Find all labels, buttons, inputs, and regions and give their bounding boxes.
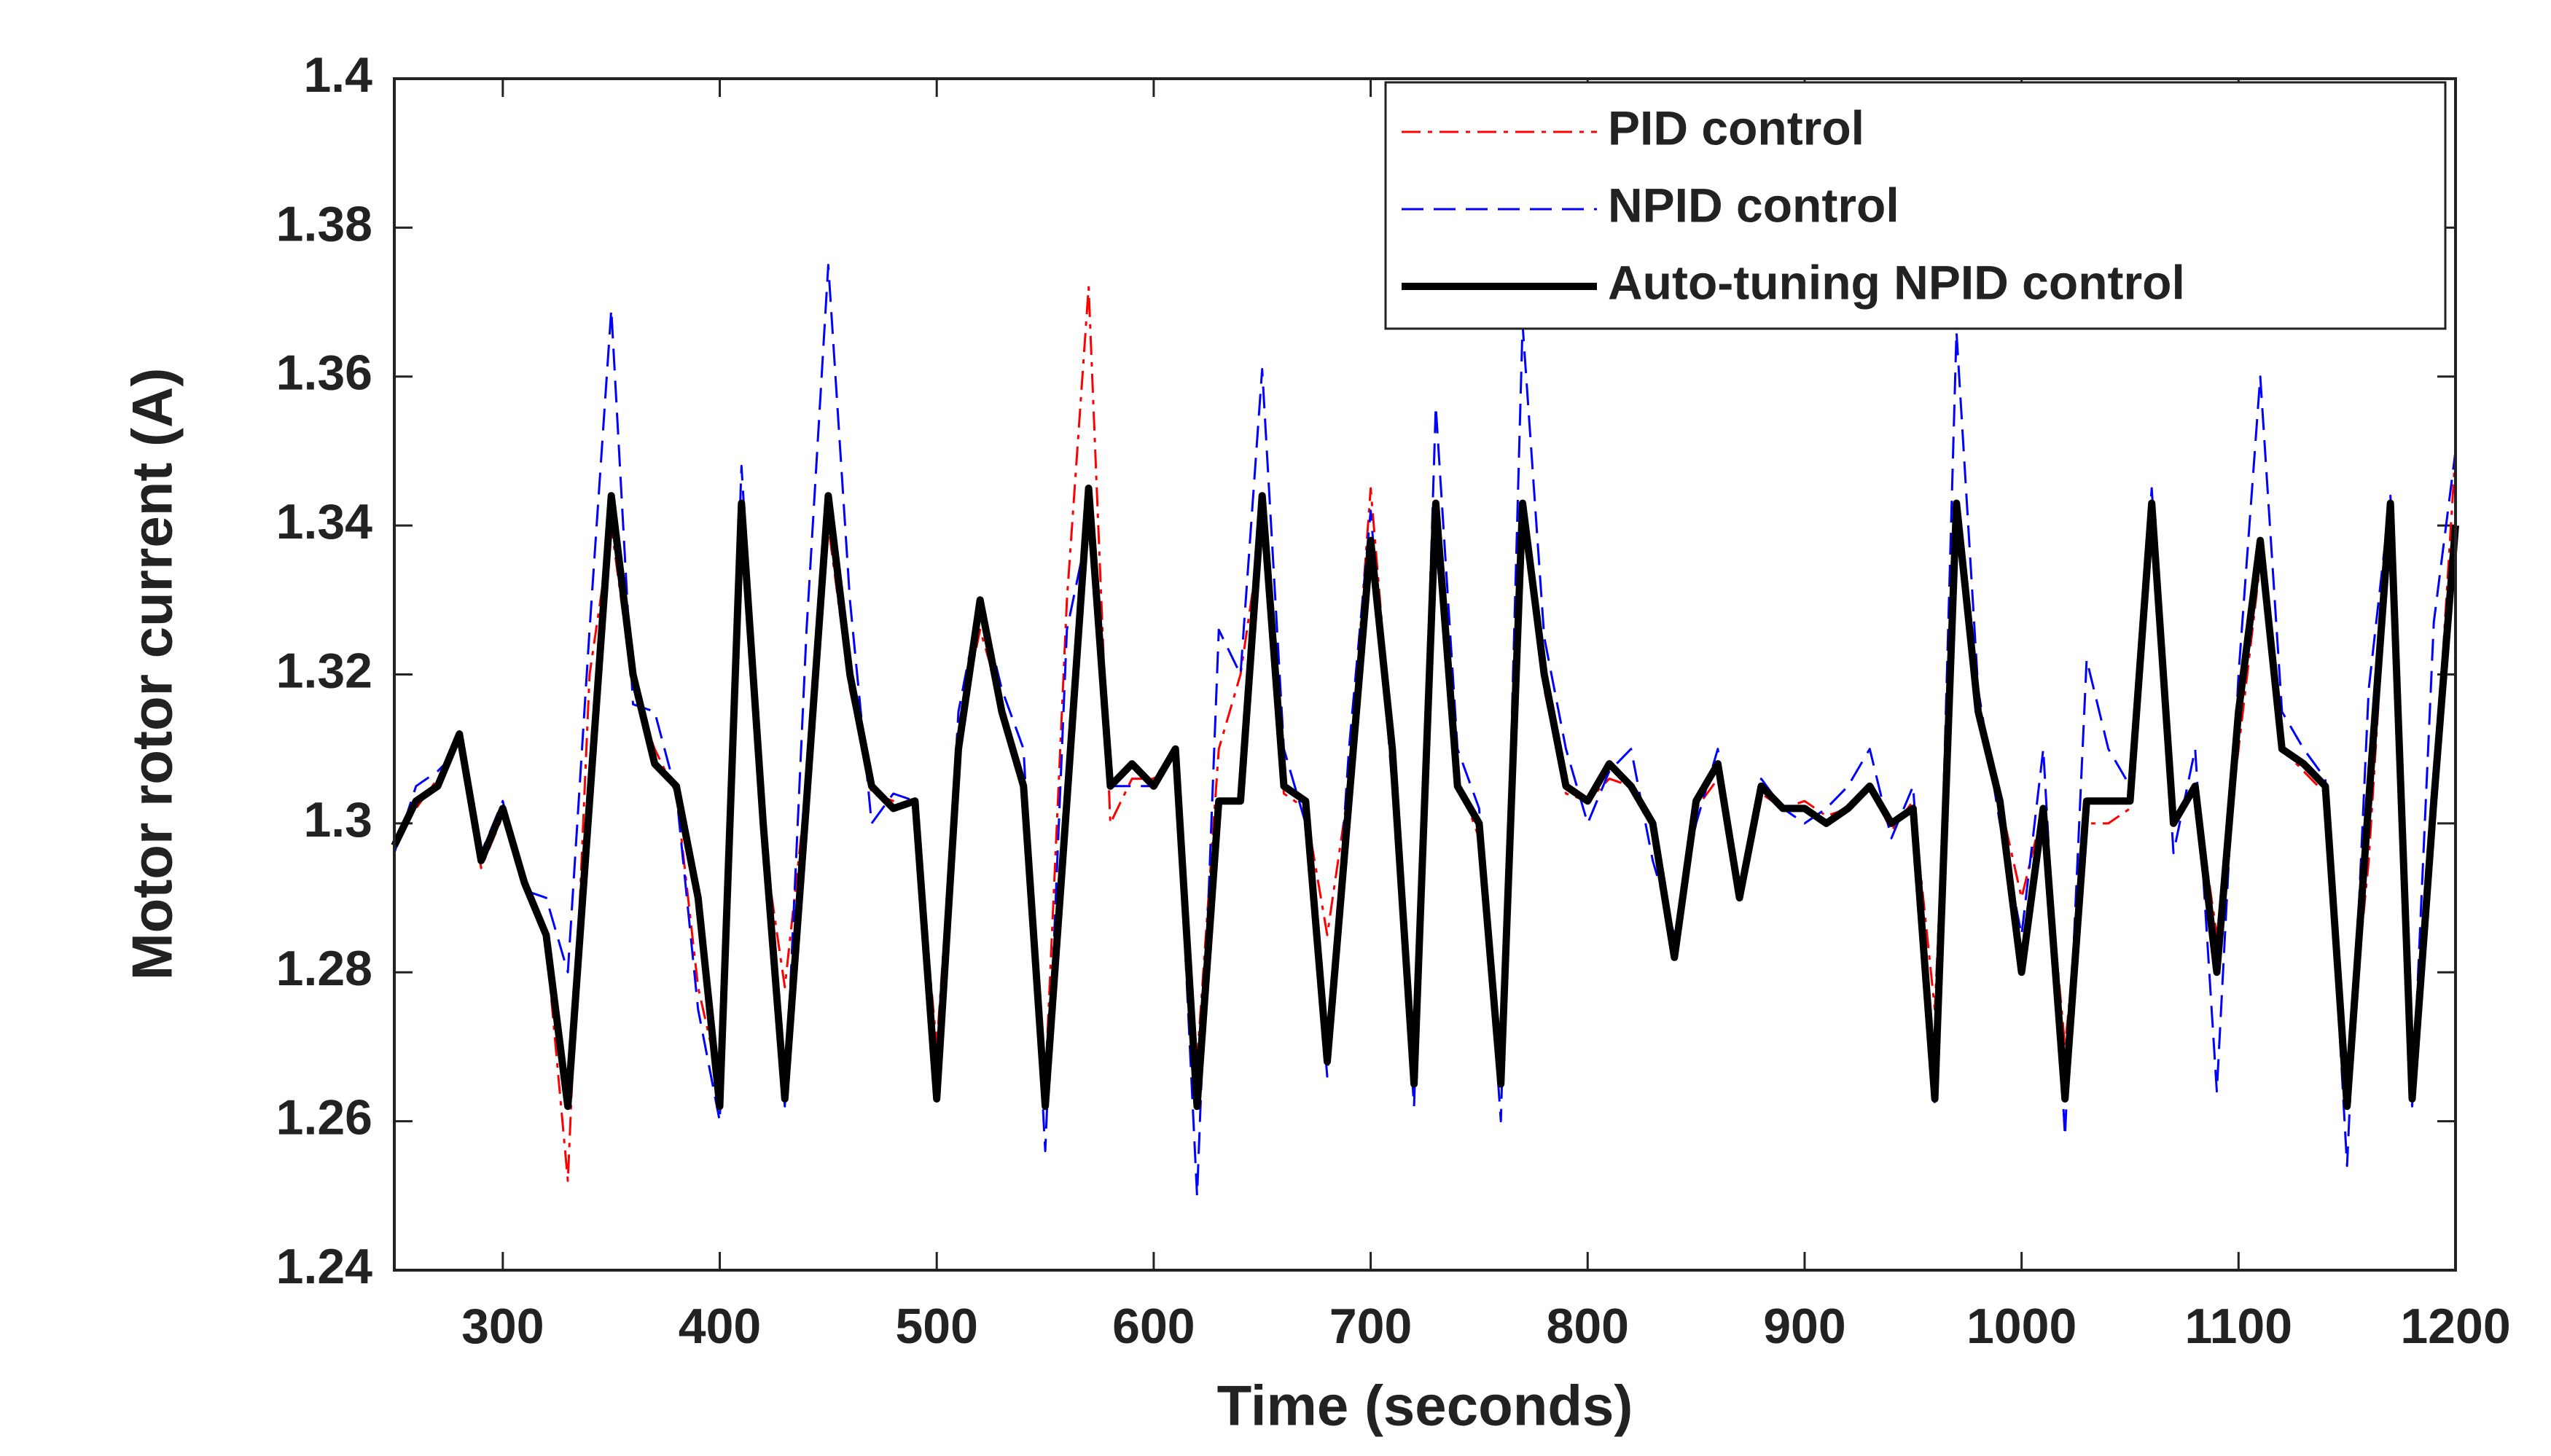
- y-tick-label: 1.38: [276, 196, 372, 251]
- y-tick-label: 1.28: [276, 941, 372, 996]
- y-axis-label: Motor rotor current (A): [120, 368, 184, 981]
- plot-frame: [393, 77, 2457, 1272]
- y-tick-label: 1.32: [276, 643, 372, 698]
- x-tick-label: 500: [895, 1299, 977, 1354]
- y-tick-label: 1.26: [276, 1090, 372, 1146]
- x-tick-label: 1100: [2185, 1299, 2293, 1354]
- y-tick-label: 1.4: [303, 47, 372, 103]
- y-tick-label: 1.36: [276, 345, 372, 401]
- x-tick-label: 300: [461, 1299, 544, 1354]
- x-tick-label: 600: [1112, 1299, 1195, 1354]
- y-tick-label: 1.3: [303, 792, 372, 848]
- x-axis-label: Time (seconds): [1217, 1374, 1633, 1438]
- x-tick-label: 800: [1547, 1299, 1629, 1354]
- x-tick-label: 900: [1763, 1299, 1845, 1354]
- series-line: [391, 485, 2459, 1111]
- x-tick-label: 1000: [1966, 1299, 2077, 1354]
- x-tick-label: 700: [1329, 1299, 1412, 1354]
- legend-label: NPID control: [1608, 178, 1899, 232]
- legend-label: Auto-tuning NPID control: [1608, 255, 2185, 309]
- y-tick-label: 1.24: [276, 1239, 373, 1294]
- y-tick-label: 1.34: [276, 494, 373, 549]
- x-tick-label: 400: [679, 1299, 761, 1354]
- legend: PID control NPID control Auto-tuning NPID …: [1384, 81, 2447, 330]
- legend-label: PID control: [1608, 101, 1864, 154]
- x-tick-label: 1200: [2400, 1299, 2510, 1354]
